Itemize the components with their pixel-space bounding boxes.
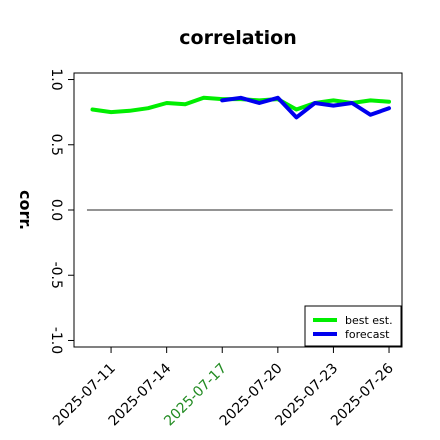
legend: best est.forecast [304, 305, 402, 347]
legend-label: forecast [345, 328, 390, 341]
y-axis-label: corr. [16, 190, 35, 230]
y-tick-label: 0.5 [48, 134, 64, 156]
series-line-1 [220, 95, 391, 120]
chart-title: correlation [179, 27, 296, 49]
legend-box [304, 305, 402, 347]
legend-label: best est. [345, 314, 393, 327]
y-tick-label: 1.0 [48, 68, 64, 90]
y-tick-label: -1.0 [48, 327, 64, 354]
y-tick-label: -0.5 [48, 262, 64, 289]
y-tick-label: 0.0 [48, 199, 64, 221]
plot-area: -1.0-0.50.00.51.02025-07-112025-07-14202… [48, 68, 403, 429]
